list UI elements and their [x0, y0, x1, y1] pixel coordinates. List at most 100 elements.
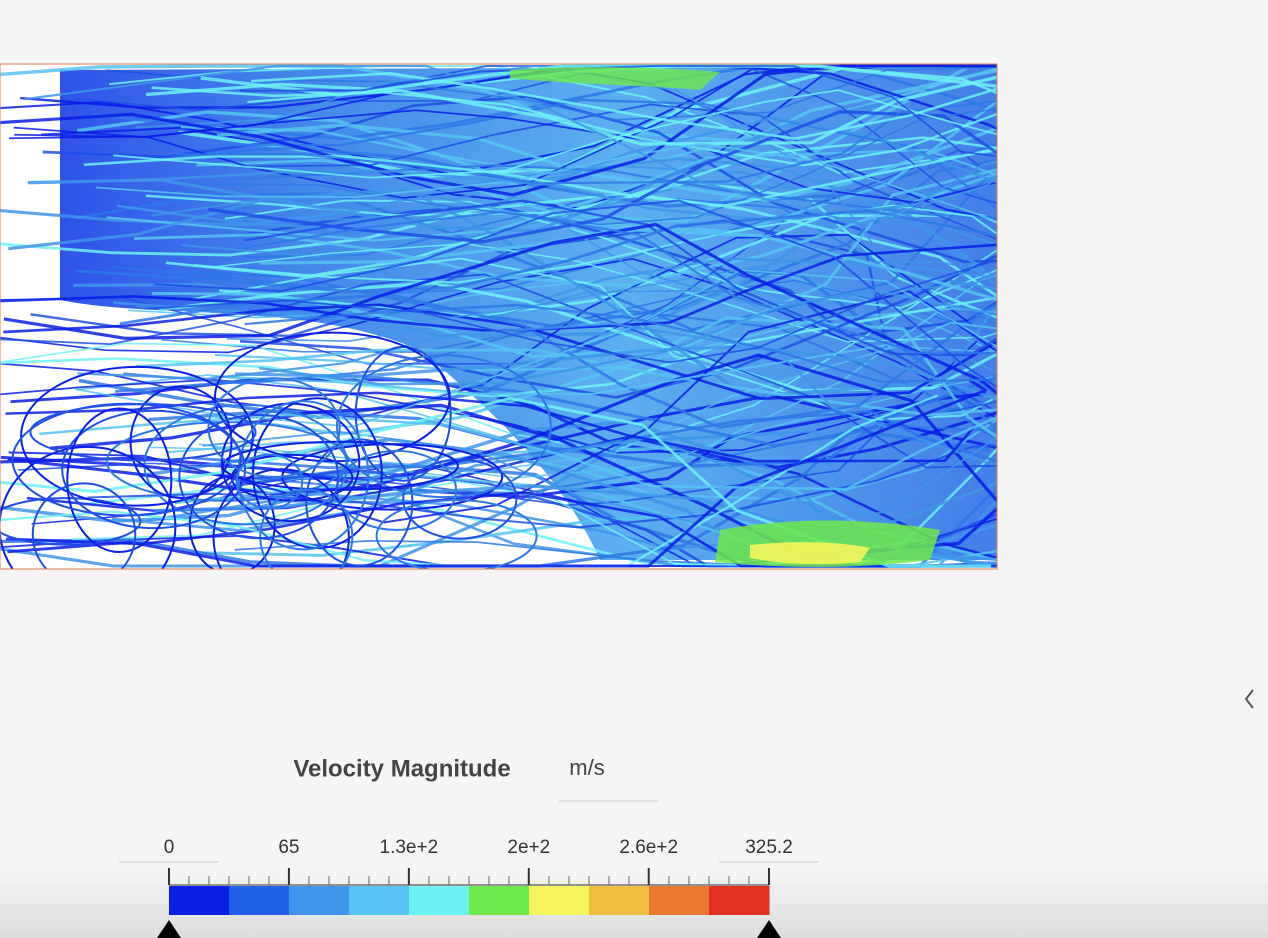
- color-band: [169, 886, 230, 915]
- streamline: [195, 108, 997, 226]
- streamline: [3, 222, 997, 396]
- vortex-loop: [235, 453, 304, 510]
- streamline: [175, 100, 997, 185]
- high-speed-zone: [510, 67, 720, 90]
- vortex-loop: [11, 402, 242, 517]
- streamline: [252, 424, 997, 495]
- streamline: [226, 468, 997, 568]
- tick-label: 1.3e+2: [380, 837, 439, 858]
- range-handle[interactable]: [757, 920, 781, 938]
- color-band: [649, 886, 710, 915]
- streamline: [235, 344, 997, 401]
- streamline: [208, 110, 997, 244]
- domain-border: [0, 63, 998, 570]
- vortex-loop: [0, 497, 142, 546]
- streamline: [243, 192, 997, 326]
- streamline: [0, 64, 997, 197]
- vortex-loop: [259, 488, 354, 569]
- streamline: [154, 484, 997, 565]
- streamline: [244, 303, 997, 383]
- vortex-loop: [66, 407, 173, 554]
- vortex-loop: [402, 458, 518, 540]
- streamline: [247, 90, 997, 167]
- streamline: [192, 410, 997, 469]
- streamline: [211, 321, 997, 395]
- streamline: [259, 227, 997, 302]
- streamline: [83, 147, 997, 208]
- color-band: [289, 886, 350, 915]
- streamline: [113, 257, 997, 318]
- vortex-loop: [178, 413, 340, 540]
- streamline: [145, 75, 997, 146]
- streamline: [233, 164, 997, 220]
- streamline: [0, 233, 973, 419]
- streamline: [244, 210, 997, 355]
- tick-label: 2.6e+2: [619, 837, 678, 858]
- streamline: [224, 199, 997, 309]
- streamline: [154, 199, 997, 389]
- vortex-loop: [220, 402, 361, 523]
- streamline: [238, 204, 997, 338]
- streamline: [9, 109, 997, 204]
- streamline: [135, 65, 997, 279]
- streamline: [6, 491, 997, 568]
- vortex-loop: [61, 409, 247, 530]
- collapse-panel-button[interactable]: [1244, 689, 1254, 709]
- streamline: [95, 142, 997, 223]
- color-band: [409, 886, 470, 915]
- streamline: [0, 273, 997, 469]
- streamline: [192, 257, 997, 421]
- vortex-loop: [20, 365, 254, 507]
- streamline: [133, 171, 997, 287]
- vortex-loop: [221, 440, 459, 491]
- color-band: [709, 886, 770, 915]
- streamline-view[interactable]: [0, 63, 1268, 607]
- streamline: [216, 123, 997, 202]
- legend-title: Velocity Magnitude: [293, 755, 510, 782]
- streamline: [232, 164, 997, 287]
- vortex-loop: [375, 499, 538, 569]
- streamline: [0, 257, 997, 420]
- flow-region: [60, 66, 997, 560]
- streamline: [145, 259, 997, 364]
- streamline: [75, 209, 997, 293]
- streamline: [239, 65, 997, 158]
- vortex-loop: [31, 482, 137, 569]
- vortex-loop: [129, 385, 233, 499]
- streamline: [162, 121, 997, 208]
- range-handle[interactable]: [157, 920, 181, 938]
- color-band: [589, 886, 650, 915]
- streamline: [0, 191, 997, 298]
- color-band: [529, 886, 590, 915]
- max-value-input[interactable]: 325.2: [745, 837, 793, 858]
- unit-selector[interactable]: m/s: [569, 755, 604, 780]
- streamline: [196, 99, 997, 234]
- streamline: [251, 72, 997, 140]
- color-band: [229, 886, 290, 915]
- color-band: [349, 886, 410, 915]
- streamline: [119, 293, 997, 429]
- streamline: [180, 67, 997, 175]
- streamline: [39, 413, 997, 491]
- streamline: [8, 187, 997, 399]
- color-band: [469, 886, 530, 915]
- vortex-loop: [207, 377, 341, 478]
- min-value-input[interactable]: 0: [164, 837, 175, 858]
- colorbar: 0 325.2 65 1.3e+2 2e+2 2.6e+2: [157, 837, 793, 938]
- streamline: [206, 242, 997, 343]
- streamline: [259, 288, 997, 386]
- tick-label: 2e+2: [507, 837, 550, 858]
- streamline: [24, 64, 997, 226]
- streamline: [244, 199, 997, 357]
- streamline: [208, 316, 997, 439]
- streamline: [161, 279, 997, 353]
- streamline: [219, 98, 997, 211]
- streamline: [143, 160, 997, 222]
- streamline: [255, 66, 997, 121]
- streamline: [84, 447, 997, 568]
- streamline: [116, 116, 997, 232]
- streamline: [108, 65, 997, 174]
- streamline: [113, 89, 997, 179]
- streamline: [7, 353, 997, 504]
